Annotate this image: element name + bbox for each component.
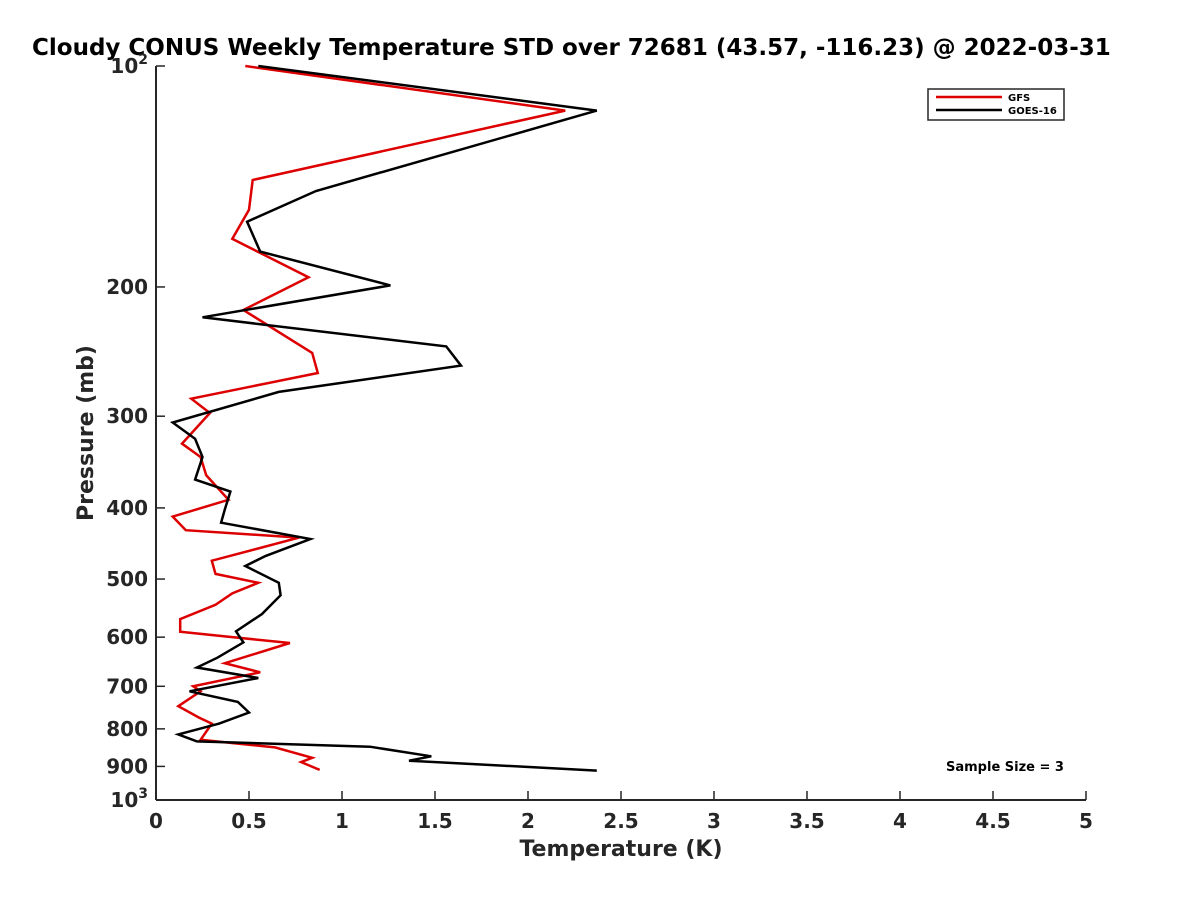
x-tick-label: 1: [335, 809, 349, 833]
legend-label-goes-16: GOES-16: [1008, 106, 1057, 117]
series-layer: [169, 64, 598, 772]
x-tick-label: 1.5: [417, 809, 452, 833]
x-tick-label: 0.5: [231, 809, 266, 833]
y-tick-label: 400: [106, 496, 148, 520]
y-tick-label: 500: [106, 567, 148, 591]
y-tick-label: 900: [106, 754, 148, 778]
chart-title: Cloudy CONUS Weekly Temperature STD over…: [32, 35, 1111, 61]
x-tick-label: 2.5: [603, 809, 638, 833]
x-axis-label: Temperature (K): [519, 837, 722, 862]
x-tick-label: 3.5: [789, 809, 824, 833]
x-tick-label: 0: [149, 809, 163, 833]
y-axis-label: Pressure (mb): [74, 345, 99, 521]
y-tick-exponent: 2: [138, 52, 148, 68]
x-tick-label: 4.5: [975, 809, 1010, 833]
x-tick-label: 4: [893, 809, 907, 833]
y-tick-exponent: 3: [138, 786, 148, 802]
y-tick-label: 200: [106, 275, 148, 299]
x-tick-label: 2: [521, 809, 535, 833]
series-line-goes-16: [169, 64, 598, 772]
legend-label-gfs: GFS: [1008, 93, 1030, 104]
x-ticks: 0 0.5 1 1.5 2 2.5 3 3.5 4 4.5 5: [149, 791, 1093, 833]
y-tick-label: 600: [106, 625, 148, 649]
series-line-gfs: [170, 64, 566, 772]
x-tick-label: 5: [1079, 809, 1093, 833]
legend-box: [927, 88, 1065, 121]
y-tick-label: 700: [106, 674, 148, 698]
y-tick-label: 800: [106, 717, 148, 741]
y-tick-label: 300: [106, 404, 148, 428]
x-tick-label: 3: [707, 809, 721, 833]
legend: GFS GOES-16: [927, 88, 1065, 121]
sample-size-annotation: Sample Size = 3: [946, 760, 1064, 775]
